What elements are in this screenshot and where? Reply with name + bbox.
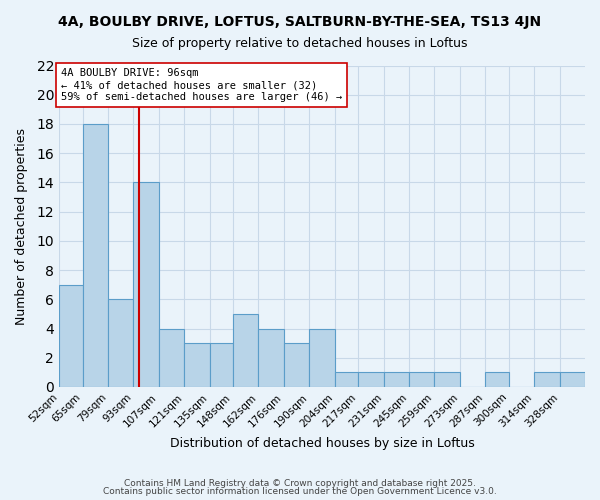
X-axis label: Distribution of detached houses by size in Loftus: Distribution of detached houses by size … (170, 437, 475, 450)
Bar (485, 372, 509, 387)
Bar (309, 328, 335, 387)
Bar (383, 372, 409, 387)
Bar (133, 182, 159, 387)
Bar (233, 314, 259, 387)
Text: Contains public sector information licensed under the Open Government Licence v3: Contains public sector information licen… (103, 487, 497, 496)
Bar (284, 343, 309, 387)
Text: 4A BOULBY DRIVE: 96sqm
← 41% of detached houses are smaller (32)
59% of semi-det: 4A BOULBY DRIVE: 96sqm ← 41% of detached… (61, 68, 342, 102)
Bar (335, 372, 358, 387)
Bar (434, 372, 460, 387)
Bar (59, 284, 83, 387)
Bar (209, 343, 233, 387)
Bar (259, 328, 284, 387)
Y-axis label: Number of detached properties: Number of detached properties (15, 128, 28, 324)
Text: Contains HM Land Registry data © Crown copyright and database right 2025.: Contains HM Land Registry data © Crown c… (124, 478, 476, 488)
Text: 4A, BOULBY DRIVE, LOFTUS, SALTBURN-BY-THE-SEA, TS13 4JN: 4A, BOULBY DRIVE, LOFTUS, SALTBURN-BY-TH… (58, 15, 542, 29)
Bar (83, 124, 108, 387)
Bar (184, 343, 209, 387)
Bar (108, 300, 133, 387)
Bar (159, 328, 184, 387)
Bar (560, 372, 585, 387)
Bar (409, 372, 434, 387)
Text: Size of property relative to detached houses in Loftus: Size of property relative to detached ho… (132, 38, 468, 51)
Bar (534, 372, 560, 387)
Bar (358, 372, 383, 387)
